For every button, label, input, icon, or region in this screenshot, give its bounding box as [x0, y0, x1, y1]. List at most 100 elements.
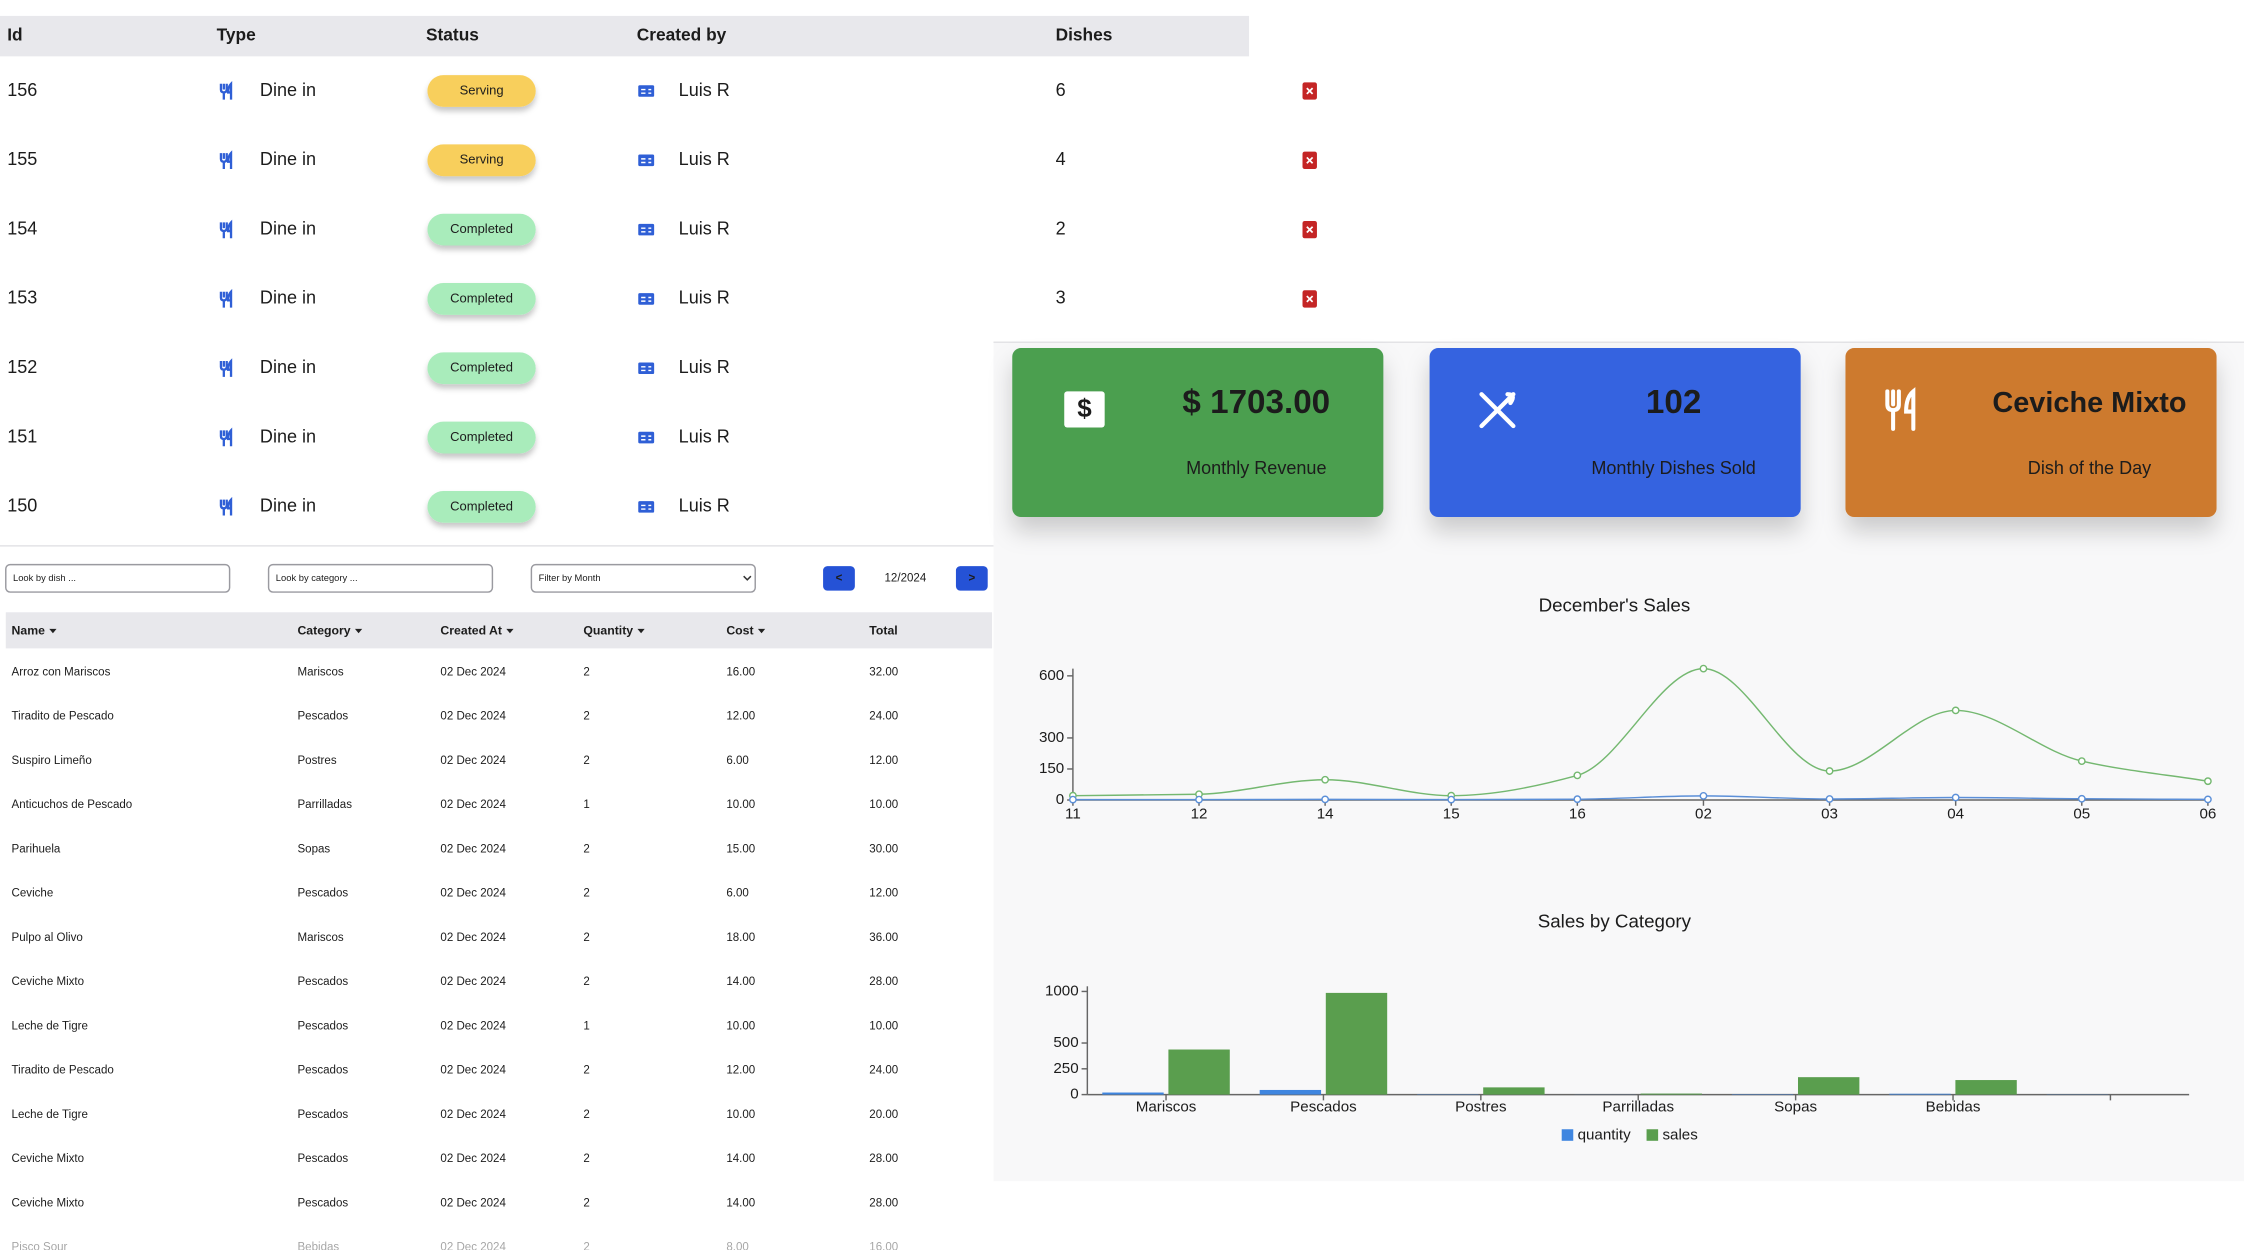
utensils-icon	[219, 427, 233, 447]
created-by: Luis R	[679, 149, 730, 169]
utensils-icon	[219, 219, 233, 239]
card-label: Monthly Dishes Sold	[1591, 458, 1756, 478]
prev-label: <	[836, 572, 843, 584]
delete-icon-x	[1301, 80, 1319, 95]
dish-cell: Pulpo al Olivo	[12, 932, 83, 944]
order-status: Serving	[460, 152, 504, 167]
orders-header	[0, 15, 1250, 57]
sort-caret[interactable]	[637, 628, 645, 634]
bar	[1955, 1080, 2017, 1095]
month-select[interactable]	[530, 563, 756, 593]
dish-cell: Ceviche Mixto	[12, 1197, 85, 1209]
dish-cell: 02 Dec 2024	[440, 1153, 506, 1165]
sort-caret[interactable]	[757, 628, 766, 634]
dish-search[interactable]	[5, 563, 231, 593]
order-type: Dine in	[260, 80, 316, 100]
category-search[interactable]	[267, 563, 494, 593]
category-search-text: Look by category ...	[276, 573, 358, 583]
x-tick-label: 06	[2199, 805, 2216, 822]
column-header: Status	[426, 25, 479, 45]
dish-cell: 10.00	[726, 1020, 755, 1032]
dish-cell: 2	[583, 843, 589, 855]
created-by: Luis R	[679, 357, 730, 377]
legend-swatch	[1646, 1129, 1659, 1141]
x-tick-label: 12	[1191, 805, 1208, 822]
bar	[1168, 1049, 1230, 1095]
y-tick-label: 0	[1056, 791, 1064, 808]
delete-icon-x	[1301, 218, 1319, 234]
dish-cell: 24.00	[869, 1065, 898, 1077]
x-tick-label: 16	[1569, 805, 1586, 822]
utensils-icon	[219, 496, 233, 516]
order-type: Dine in	[260, 357, 316, 377]
dish-cell: 2	[583, 666, 589, 678]
dish-cell: 14.00	[726, 1153, 755, 1165]
dish-cell: Tiradito de Pescado	[12, 1065, 114, 1077]
bar	[1797, 1077, 1860, 1095]
column-header: Cost	[726, 623, 753, 637]
order-id: 156	[7, 80, 37, 100]
x-tick-label: Bebidas	[1926, 1099, 1981, 1116]
line-point	[1825, 767, 1834, 775]
period: 12/2024	[885, 572, 927, 584]
bar	[1483, 1087, 1545, 1095]
card-value: 102	[1646, 384, 1701, 421]
user-card-icon	[638, 362, 655, 375]
x-tick-label: 14	[1317, 805, 1334, 822]
dish-cell: 02 Dec 2024	[440, 1109, 506, 1121]
dish-count: 6	[1056, 80, 1066, 100]
sort-caret[interactable]	[49, 628, 57, 634]
dish-cell: 18.00	[726, 932, 755, 944]
order-status: Serving	[460, 82, 504, 97]
card-value: $ 1703.00	[1182, 384, 1330, 421]
line-point	[2204, 795, 2212, 804]
dish-cell: 02 Dec 2024	[440, 888, 506, 900]
column-header: Created At	[440, 623, 502, 637]
prev-button[interactable]	[823, 566, 855, 591]
dish-cell: 12.00	[726, 711, 755, 723]
legend-label: sales	[1662, 1127, 1698, 1144]
card-label: Dish of the Day	[2028, 458, 2151, 478]
bar	[1102, 1092, 1164, 1095]
column-header: Id	[7, 25, 22, 45]
dollar-icon	[1064, 391, 1105, 428]
stat-card	[1012, 348, 1384, 517]
user-card-lines	[641, 504, 652, 510]
dish-cell: Leche de Tigre	[12, 1109, 88, 1121]
card-value: Ceviche Mixto	[1992, 387, 2186, 419]
dish-cell: Parihuela	[12, 843, 61, 855]
line-point	[1951, 706, 1960, 715]
dish-cell: 24.00	[869, 711, 898, 723]
user-card-icon	[638, 223, 655, 236]
dish-cell: Suspiro Limeño	[12, 755, 92, 767]
created-by: Luis R	[679, 288, 730, 308]
line-point	[1825, 795, 1834, 803]
line-point	[2077, 794, 2086, 803]
dish-cell: 2	[583, 1197, 589, 1209]
y-tick-label: 300	[1039, 729, 1064, 746]
y-tick-label: 150	[1039, 760, 1064, 777]
sort-caret[interactable]	[354, 628, 363, 634]
x-tick-label: 15	[1443, 805, 1460, 822]
sort-caret[interactable]	[506, 628, 514, 634]
dish-cell: Leche de Tigre	[12, 1020, 88, 1032]
dish-cell: 02 Dec 2024	[440, 843, 506, 855]
user-card-lines	[641, 227, 652, 233]
dish-cell: Pescados	[297, 976, 348, 988]
dish-cell: 20.00	[869, 1109, 898, 1121]
dish-cell: 10.00	[869, 1020, 898, 1032]
order-status: Completed	[450, 221, 513, 236]
line-point	[1195, 795, 1203, 804]
column-header: Name	[12, 623, 46, 637]
column-header: Type	[217, 25, 256, 45]
user-card-icon	[638, 501, 655, 513]
line-series	[1072, 795, 2208, 801]
dish-cell: 28.00	[869, 976, 898, 988]
dish-cell: 12.00	[869, 755, 898, 767]
dish-cell: 30.00	[869, 843, 898, 855]
dish-cell: 36.00	[869, 932, 898, 944]
next-button[interactable]	[955, 566, 988, 591]
dish-cell: Anticuchos de Pescado	[12, 799, 133, 811]
user-card-lines	[641, 88, 652, 94]
